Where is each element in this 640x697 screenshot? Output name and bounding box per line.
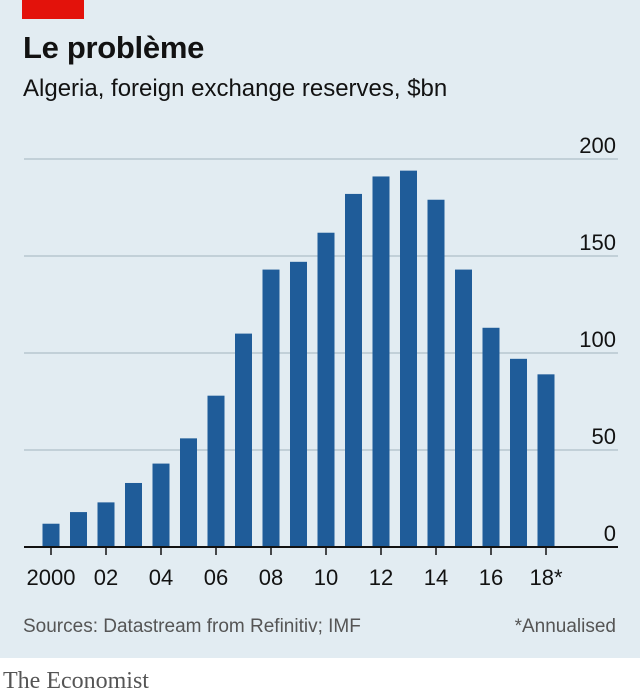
x-tick-label: 06 [204,565,228,590]
y-tick-label: 50 [592,424,616,449]
bar-2001 [70,512,87,547]
chart-subtitle: Algeria, foreign exchange reserves, $bn [23,75,448,102]
bar-2009 [290,261,307,547]
x-tick-label: 10 [314,565,338,590]
brand-red-tag [22,0,84,19]
x-tick-label: 16 [479,565,503,590]
sources-note: Sources: Datastream from Refinitiv; IMF [23,616,361,637]
y-tick-label: 0 [604,521,616,546]
bar-2013 [400,170,417,547]
y-tick-label: 100 [579,327,616,352]
y-tick-label: 200 [579,133,616,158]
y-axis-tick-labels: 0 50 100 150 200 [579,133,616,546]
annualised-footnote: *Annualised [514,616,616,637]
bar-2007 [235,333,252,547]
bar-2014 [427,199,445,548]
x-tick-label: 04 [149,565,173,590]
bar-2008 [262,269,280,547]
chart-title: Le problème [23,30,205,65]
bar-2010 [317,232,335,547]
y-tick-label: 150 [579,230,616,255]
bar-2000 [42,523,60,547]
bar-2011 [345,193,362,548]
bar-2004 [152,463,170,547]
x-tick-label: 14 [424,565,448,590]
bar-2015 [455,269,472,547]
bar-2003 [125,482,142,547]
bar-2005 [180,438,197,547]
bar-2006 [207,395,225,547]
bar-2002 [97,502,115,547]
x-tick-label: 12 [369,565,393,590]
economist-brand: The Economist [3,668,149,694]
x-axis-tick-labels: 2000 02 04 06 08 10 12 14 16 18* [27,547,563,590]
bar-2016 [482,327,500,547]
bar-chart: 0 50 100 150 200 2000 02 04 06 08 10 12 14 16 18* [24,133,618,590]
bar-2012 [372,176,390,547]
x-tick-label: 08 [259,565,283,590]
x-tick-label: 2000 [27,565,76,590]
x-tick-label: 18* [529,565,562,590]
x-tick-label: 02 [94,565,118,590]
bar-2017 [510,358,527,547]
bar-2018 [537,374,555,547]
bars [42,170,555,548]
